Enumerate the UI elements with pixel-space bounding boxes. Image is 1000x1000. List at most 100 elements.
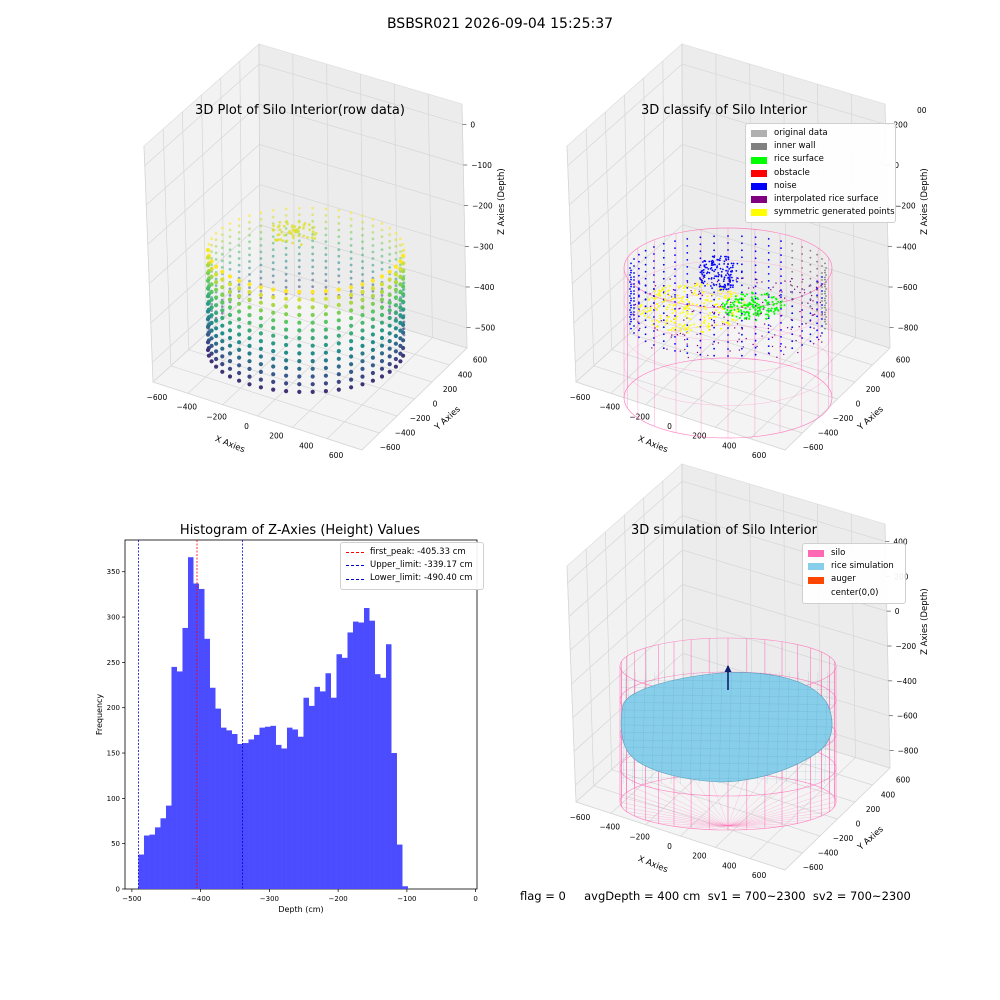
p2-scatter-point (704, 306, 707, 309)
p2-scatter-point (707, 322, 710, 325)
p2-scatter-point (790, 328, 792, 330)
p1-scatter-point (227, 328, 233, 333)
p1-scatter-point (214, 280, 219, 285)
p2-scatter-point (658, 321, 661, 323)
p2-scatter-point (699, 257, 702, 260)
p1-scatter-point (220, 331, 225, 336)
p1-scatter-point (210, 237, 214, 241)
legend-item-interpolated: interpolated rice surface (751, 193, 890, 206)
p2-scatter-point (801, 323, 803, 325)
p2-scatter-point (720, 288, 722, 291)
p2-scatter-point (726, 313, 728, 315)
p2-scatter-point (633, 279, 635, 281)
p1-scatter-point (380, 222, 384, 225)
p1-scatter-point (205, 286, 211, 291)
p2-scatter-point (630, 311, 632, 314)
p1-scatter-point (247, 282, 252, 287)
p1-scatter-point (214, 258, 218, 261)
p2-scatter-point (791, 242, 794, 245)
p2-scatter-point (684, 348, 686, 351)
p1-scatter-point (271, 280, 275, 284)
p2-scatter-point (674, 318, 677, 321)
p1-scatter-point (324, 285, 328, 289)
p2-scatter-point (666, 315, 668, 317)
p1-scatter-point (387, 346, 392, 351)
p1-scatter-point (237, 355, 242, 360)
p1-grid-z (146, 103, 260, 206)
p2-scatter-point (758, 309, 761, 312)
p1-scatter-point (379, 351, 385, 356)
p2-scatter-point (719, 267, 722, 270)
p4-yaxis-label: Y Axies (855, 824, 886, 853)
legend-label: rice simulation (831, 561, 894, 572)
p2-scatter-point (780, 268, 782, 270)
p2-grid-left-v (624, 94, 630, 334)
p2-scatter-point (756, 302, 758, 305)
p2-scatter-point (704, 266, 707, 269)
p2-scatter-point (755, 312, 758, 315)
p2-ztick-label: −800 (898, 324, 919, 333)
panel4-title: 3D simulation of Silo Interior (631, 523, 817, 538)
p2-scatter-point (799, 335, 801, 337)
histogram-bar (352, 621, 359, 889)
p2-scatter-point (649, 309, 652, 312)
p1-scatter-point (205, 247, 211, 253)
p2-scatter-point (809, 291, 812, 294)
p2-grid-left-v (643, 77, 648, 318)
p1-scatter-point (237, 340, 242, 345)
p2-scatter-point (791, 277, 793, 280)
p2-scatter-point (653, 344, 655, 346)
p1-scatter-point (227, 351, 233, 356)
p1-scatter-point (284, 342, 289, 348)
p2-scatter-point (780, 304, 783, 307)
p2-scatter-point (638, 280, 640, 283)
p2-scatter-point (665, 308, 668, 311)
p2-scatter-point (714, 275, 716, 278)
p1-scatter-point (380, 228, 384, 232)
p4-xtick-label: 0 (667, 842, 672, 851)
p1-grid-back-v (292, 53, 295, 296)
p4-silo-bottom-spoke (621, 806, 729, 827)
legend-label: auger (831, 574, 856, 585)
p1-grid-left-v (181, 111, 190, 350)
p2-scatter-point (715, 275, 718, 278)
legend-item-obstacle: obstacle (751, 167, 890, 180)
p1-scatter-point (297, 366, 302, 371)
p1-scatter-point (336, 364, 341, 369)
p1-scatter-point (371, 224, 375, 228)
p2-scatter-point (679, 327, 682, 330)
p4-silo-bottom-spoke (645, 783, 729, 827)
p1-ytick-label: 200 (443, 385, 458, 394)
p1-grid-z (259, 144, 465, 207)
p1-scatter-point (207, 242, 211, 246)
p1-scatter-point (360, 366, 365, 371)
p4-silo-bottom-spoke (727, 825, 747, 830)
p1-scatter-point (361, 286, 364, 289)
p1-scatter-point (388, 246, 392, 250)
histogram-bar (286, 727, 293, 889)
p2-scatter-point (791, 333, 794, 336)
p1-scatter-point (284, 319, 289, 324)
p1-scatter-point (282, 224, 286, 228)
p1-scatter-point (393, 356, 398, 362)
p1-scatter-point (297, 245, 301, 249)
p2-scatter-point (816, 267, 818, 270)
p1-scatter-point (310, 382, 315, 387)
p2-scatter-point (666, 348, 668, 350)
p2-scatter-point (662, 326, 665, 329)
panel-histogram: −500 −400 −300 −200 −100 00501001502002503003… (95, 539, 478, 914)
p1-scatter-point (284, 350, 289, 355)
p1-scatter-point (370, 347, 375, 352)
p2-scatter-point (653, 316, 655, 318)
p2-scatter-point (651, 296, 653, 299)
p1-scatter-point (205, 309, 211, 314)
p4-rice-mesh-line (757, 671, 761, 785)
histogram-bar (143, 835, 150, 889)
p1-scatter-point (220, 354, 225, 359)
p1-scatter-point (324, 253, 328, 256)
p2-scatter-point (713, 277, 715, 280)
p1-scatter-point (361, 266, 364, 270)
p1-scatter-point (258, 346, 263, 351)
p1-grid-x (361, 347, 468, 451)
p2-grid-x (784, 347, 891, 451)
